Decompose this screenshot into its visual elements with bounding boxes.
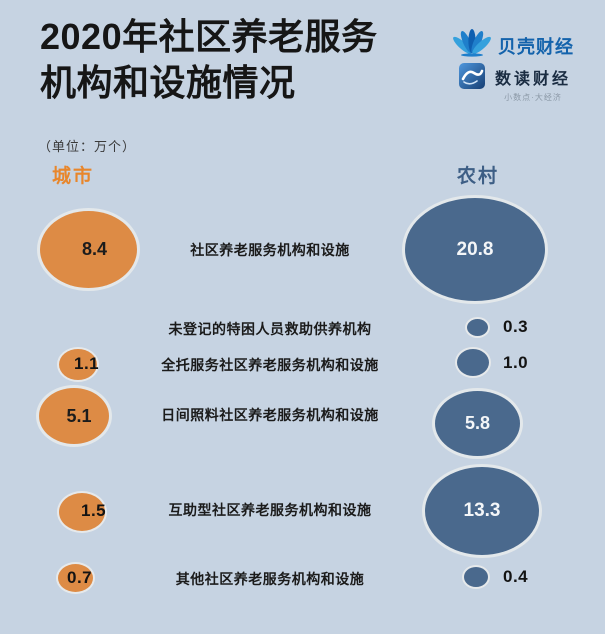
bubble-rural-fullcare bbox=[457, 349, 489, 376]
bubble-city-fullcare bbox=[59, 349, 97, 380]
bubble-value: 0.4 bbox=[503, 567, 529, 586]
bubble-rural-community-total: 20.8 bbox=[405, 198, 545, 301]
beike-finance-logo: 贝壳财经 bbox=[452, 28, 574, 63]
category-label: 日间照料社区养老服务机构和设施 bbox=[161, 407, 379, 423]
category-label: 其他社区养老服务机构和设施 bbox=[175, 571, 365, 587]
bubble-city-other bbox=[58, 564, 93, 592]
bubble-value: 1.5 bbox=[81, 501, 107, 520]
bubble-value: 1.0 bbox=[503, 353, 529, 372]
shell-icon bbox=[452, 28, 492, 63]
bubble-rural-other bbox=[464, 567, 488, 587]
bubble-value: 20.8 bbox=[456, 238, 494, 260]
bubble-value: 1.1 bbox=[74, 354, 100, 373]
bubble-value: 5.8 bbox=[464, 413, 491, 433]
page-title-line2: 机构和设施情况 bbox=[40, 62, 296, 103]
shudu-finance-logo: 数读财经 小数点·大经济 bbox=[458, 62, 571, 103]
column-header-city: 城市 bbox=[52, 166, 95, 187]
category-label: 互助型社区养老服务机构和设施 bbox=[168, 502, 372, 518]
category-label: 未登记的特困人员救助供养机构 bbox=[168, 321, 372, 337]
page-title-line1: 2020年社区养老服务 bbox=[40, 16, 378, 57]
unit-note: （单位：万个） bbox=[38, 139, 137, 154]
bubble-city-community-total: 8.4 bbox=[40, 211, 137, 288]
beike-finance-wordmark: 贝壳财经 bbox=[498, 36, 574, 57]
shudu-finance-tagline: 小数点·大经济 bbox=[504, 93, 562, 102]
data-globe-icon bbox=[458, 62, 486, 95]
bubble-city-daycare: 5.1 bbox=[39, 388, 109, 444]
bubble-city-mutual-aid bbox=[59, 493, 105, 531]
bubble-rural-daycare: 5.8 bbox=[435, 391, 520, 456]
bubble-value: 0.7 bbox=[67, 568, 93, 587]
bubble-rural-mutual-aid: 13.3 bbox=[425, 467, 539, 555]
bubble-value: 13.3 bbox=[463, 500, 501, 521]
category-label: 全托服务社区养老服务机构和设施 bbox=[161, 357, 379, 373]
page-title: 2020年社区养老服务 机构和设施情况 bbox=[40, 14, 378, 106]
bubble-value: 8.4 bbox=[81, 239, 108, 259]
column-header-rural: 农村 bbox=[457, 166, 500, 187]
shudu-finance-wordmark: 数读财经 bbox=[495, 71, 572, 88]
bubble-value: 0.3 bbox=[503, 317, 529, 336]
bubble-value: 5.1 bbox=[66, 405, 92, 426]
bubble-rural-unregistered bbox=[467, 319, 488, 336]
category-label: 社区养老服务机构和设施 bbox=[190, 242, 350, 258]
